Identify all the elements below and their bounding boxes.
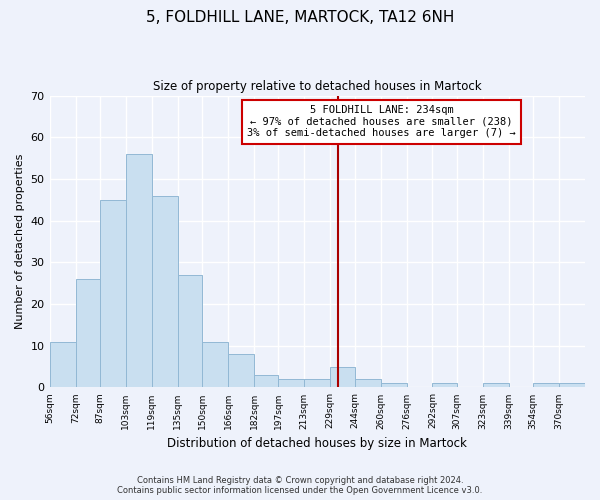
Bar xyxy=(202,342,228,388)
Text: 5, FOLDHILL LANE, MARTOCK, TA12 6NH: 5, FOLDHILL LANE, MARTOCK, TA12 6NH xyxy=(146,10,454,25)
Bar xyxy=(126,154,152,388)
Title: Size of property relative to detached houses in Martock: Size of property relative to detached ho… xyxy=(153,80,482,93)
Bar xyxy=(330,366,355,388)
Bar xyxy=(100,200,126,388)
Bar xyxy=(304,379,330,388)
Bar xyxy=(483,384,509,388)
Bar xyxy=(254,375,278,388)
Bar xyxy=(380,384,407,388)
Bar xyxy=(559,384,585,388)
Bar xyxy=(76,279,100,388)
Text: Contains HM Land Registry data © Crown copyright and database right 2024.
Contai: Contains HM Land Registry data © Crown c… xyxy=(118,476,482,495)
Bar xyxy=(152,196,178,388)
Bar xyxy=(433,384,457,388)
X-axis label: Distribution of detached houses by size in Martock: Distribution of detached houses by size … xyxy=(167,437,467,450)
Text: 5 FOLDHILL LANE: 234sqm
← 97% of detached houses are smaller (238)
3% of semi-de: 5 FOLDHILL LANE: 234sqm ← 97% of detache… xyxy=(247,105,516,138)
Bar xyxy=(355,379,380,388)
Bar xyxy=(178,275,202,388)
Bar xyxy=(278,379,304,388)
Bar xyxy=(228,354,254,388)
Y-axis label: Number of detached properties: Number of detached properties xyxy=(15,154,25,329)
Bar xyxy=(533,384,559,388)
Bar xyxy=(50,342,76,388)
